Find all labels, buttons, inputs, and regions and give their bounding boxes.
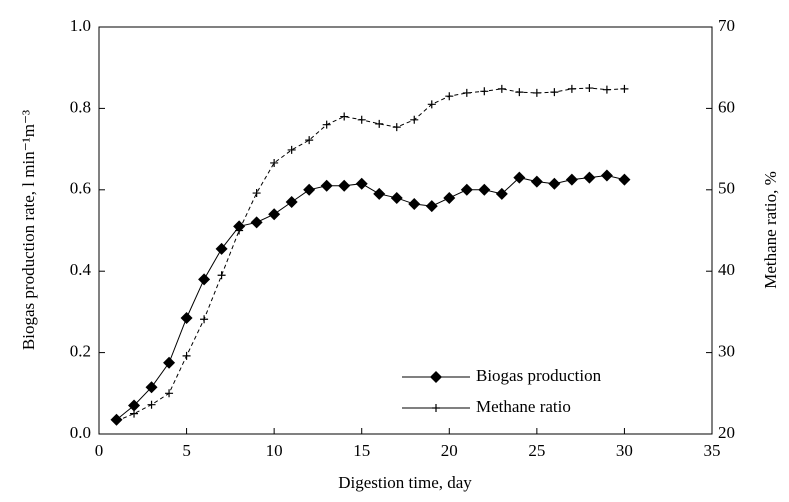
marker-diamond: [460, 183, 473, 196]
y2-tick-label: 20: [718, 423, 735, 442]
marker-plus: [165, 389, 174, 398]
x-tick-label: 35: [704, 441, 721, 460]
marker-diamond: [513, 171, 526, 184]
marker-diamond: [548, 177, 561, 190]
marker-diamond: [430, 371, 442, 383]
y-axis-label: Biogas production rate, l min⁻¹m⁻³: [19, 110, 38, 350]
marker-plus: [375, 119, 384, 128]
marker-plus: [147, 400, 156, 409]
y2-tick-label: 50: [718, 179, 735, 198]
y-tick-label: 0.2: [70, 342, 91, 361]
marker-plus: [515, 88, 524, 97]
marker-plus: [567, 84, 576, 93]
marker-diamond: [215, 242, 228, 255]
y2-tick-label: 40: [718, 260, 735, 279]
marker-plus: [340, 112, 349, 121]
marker-diamond: [355, 177, 368, 190]
marker-diamond: [180, 312, 193, 325]
y2-axis-label: Methane ratio, %: [761, 171, 780, 289]
marker-diamond: [583, 171, 596, 184]
marker-diamond: [128, 399, 141, 412]
marker-plus: [182, 351, 191, 360]
y2-tick-label: 70: [718, 16, 735, 35]
marker-diamond: [250, 216, 263, 229]
marker-diamond: [198, 273, 211, 286]
marker-plus: [480, 87, 489, 96]
marker-plus: [357, 115, 366, 124]
x-axis-label: Digestion time, day: [338, 473, 472, 492]
marker-plus: [322, 120, 331, 129]
marker-diamond: [233, 220, 246, 233]
y-tick-label: 0.8: [70, 97, 91, 116]
y-tick-label: 0.0: [70, 423, 91, 442]
marker-diamond: [268, 208, 281, 221]
plot-frame: [98, 26, 713, 435]
marker-plus: [462, 88, 471, 97]
y-tick-label: 0.6: [70, 179, 91, 198]
marker-plus: [585, 84, 594, 93]
marker-diamond: [285, 196, 298, 209]
marker-diamond: [145, 381, 158, 394]
marker-diamond: [495, 187, 508, 200]
marker-diamond: [163, 356, 176, 369]
marker-diamond: [565, 173, 578, 186]
marker-diamond: [320, 179, 333, 192]
marker-plus: [445, 92, 454, 101]
y-tick-label: 1.0: [70, 16, 91, 35]
marker-plus: [392, 123, 401, 132]
marker-diamond: [425, 200, 438, 213]
marker-diamond: [303, 183, 316, 196]
marker-plus: [235, 226, 244, 235]
marker-diamond: [478, 183, 491, 196]
y-tick-label: 0.4: [70, 260, 92, 279]
marker-plus: [497, 84, 506, 93]
marker-diamond: [443, 191, 456, 204]
marker-diamond: [600, 169, 613, 182]
marker-plus: [287, 145, 296, 154]
x-tick-label: 15: [353, 441, 370, 460]
marker-plus: [410, 115, 419, 124]
x-tick-label: 25: [528, 441, 545, 460]
marker-plus: [252, 189, 261, 198]
marker-plus: [112, 416, 121, 425]
marker-plus: [602, 85, 611, 94]
marker-diamond: [338, 179, 351, 192]
x-tick-label: 10: [266, 441, 283, 460]
marker-plus: [130, 409, 139, 418]
x-tick-label: 20: [441, 441, 458, 460]
marker-diamond: [408, 198, 421, 211]
marker-plus: [427, 100, 436, 109]
marker-plus: [432, 404, 440, 412]
x-tick-label: 5: [182, 441, 191, 460]
marker-plus: [305, 136, 314, 145]
marker-diamond: [530, 175, 543, 188]
marker-plus: [217, 271, 226, 280]
x-tick-label: 30: [616, 441, 633, 460]
marker-diamond: [618, 173, 631, 186]
marker-plus: [200, 315, 209, 324]
y2-tick-label: 30: [718, 342, 735, 361]
y2-tick-label: 60: [718, 97, 735, 116]
legend-label: Methane ratio: [476, 397, 571, 416]
x-tick-label: 0: [95, 441, 104, 460]
marker-plus: [532, 88, 541, 97]
marker-diamond: [390, 191, 403, 204]
marker-diamond: [373, 187, 386, 200]
marker-plus: [620, 84, 629, 93]
marker-plus: [270, 158, 279, 167]
legend-label: Biogas production: [476, 366, 602, 385]
marker-plus: [550, 88, 559, 97]
